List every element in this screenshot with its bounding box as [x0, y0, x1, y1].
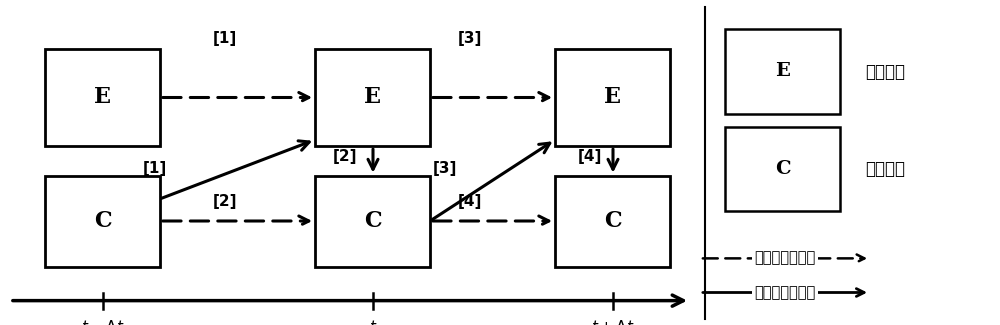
Text: [1]: [1] [213, 32, 237, 46]
FancyBboxPatch shape [45, 49, 160, 146]
Text: [3]: [3] [433, 162, 457, 176]
Text: E: E [604, 86, 621, 109]
Text: C: C [775, 160, 790, 178]
Text: 电气系统: 电气系统 [865, 62, 905, 81]
Text: E: E [364, 86, 381, 109]
Text: [1]: [1] [143, 162, 167, 176]
Text: 控制系统: 控制系统 [865, 160, 905, 178]
Text: [4]: [4] [458, 194, 482, 209]
Text: C: C [94, 210, 111, 232]
Text: $t-\Delta t$: $t-\Delta t$ [81, 318, 125, 325]
Text: C: C [604, 210, 621, 232]
FancyBboxPatch shape [315, 176, 430, 266]
Text: 数值积分或插值: 数值积分或插值 [754, 251, 816, 266]
Text: $t+\Delta t$: $t+\Delta t$ [591, 318, 635, 325]
Text: [4]: [4] [578, 149, 602, 163]
FancyBboxPatch shape [45, 176, 160, 266]
Text: [2]: [2] [213, 194, 237, 209]
Text: 直接使用历史量: 直接使用历史量 [754, 285, 816, 300]
FancyBboxPatch shape [555, 176, 670, 266]
Text: E: E [775, 62, 790, 81]
FancyBboxPatch shape [725, 29, 840, 114]
Text: C: C [364, 210, 381, 232]
Text: [2]: [2] [333, 149, 357, 163]
FancyBboxPatch shape [555, 49, 670, 146]
FancyBboxPatch shape [725, 127, 840, 211]
Text: E: E [94, 86, 111, 109]
Text: $t$: $t$ [369, 318, 377, 325]
Text: [3]: [3] [458, 32, 482, 46]
FancyBboxPatch shape [315, 49, 430, 146]
